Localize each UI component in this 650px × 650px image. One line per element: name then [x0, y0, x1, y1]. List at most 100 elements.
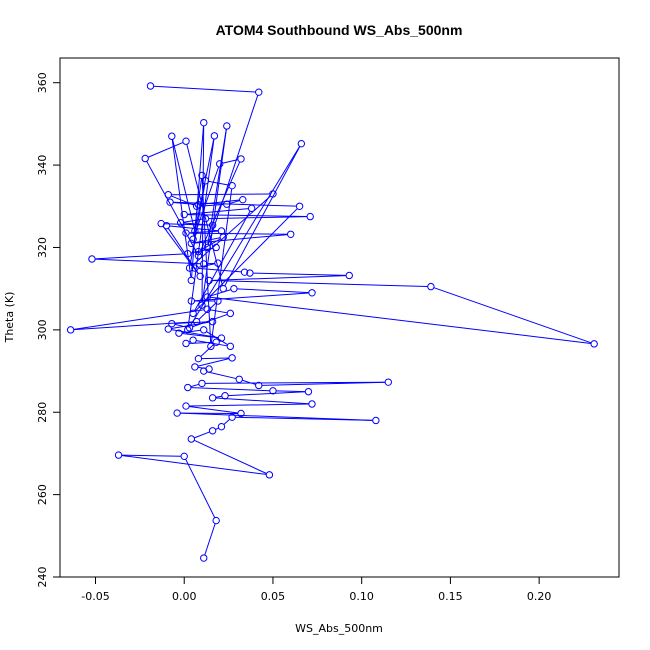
series-line-segment — [210, 296, 592, 344]
x-tick-label: 0.20 — [527, 590, 552, 603]
series-line-segment — [171, 139, 192, 278]
series-line-segment — [206, 371, 237, 380]
data-point — [187, 276, 196, 285]
series-line-segment — [433, 287, 592, 344]
series-line-segment — [215, 395, 222, 398]
data-point — [201, 214, 210, 223]
series-line-segment — [199, 203, 224, 207]
data-point — [208, 221, 217, 229]
series-line-segment — [215, 397, 309, 405]
data-point — [200, 260, 208, 268]
data-point — [226, 309, 235, 318]
y-axis-label: Theta (K) — [3, 292, 16, 344]
data-point — [219, 233, 227, 241]
data-point — [166, 198, 174, 206]
data-point — [203, 293, 211, 301]
series-line-segment — [171, 329, 219, 339]
series-line-segment — [190, 387, 270, 392]
series-line-segment — [185, 458, 216, 518]
series-line-segment — [201, 129, 227, 303]
data-point — [226, 342, 235, 351]
data-point — [297, 139, 306, 148]
data-point — [212, 516, 220, 525]
data-point — [255, 381, 263, 390]
y-tick-label: 280 — [36, 402, 49, 423]
series-line-segment — [194, 208, 298, 312]
data-point — [168, 319, 176, 328]
data-point — [194, 247, 203, 256]
series-line-segment — [146, 161, 198, 254]
series-line-segment — [212, 280, 428, 288]
data-point — [210, 132, 219, 140]
series-line-segment — [174, 321, 210, 325]
chart-title: ATOM4 Southbound WS_Abs_500nm — [216, 22, 463, 38]
data-point — [164, 325, 172, 333]
data-point — [427, 282, 435, 291]
data-point — [198, 171, 206, 180]
series-line-segment — [197, 358, 230, 367]
series-line-segment — [253, 272, 347, 276]
series-line-segment — [228, 391, 306, 397]
data-point — [189, 336, 197, 344]
data-point — [146, 82, 155, 90]
series-line-segment — [194, 292, 309, 302]
series-line-segment — [190, 383, 200, 388]
y-axis: 240 260 280 300 320 340 360 — [36, 72, 61, 588]
series-line-segment — [201, 125, 205, 302]
series-line-segment — [199, 161, 241, 253]
data-point — [162, 221, 171, 230]
data-point — [223, 122, 231, 130]
data-point — [384, 378, 393, 386]
series-line-segment — [173, 201, 297, 207]
data-point — [189, 235, 197, 243]
series-line-segment — [187, 208, 249, 215]
data-point — [216, 160, 224, 168]
series-line-segment — [121, 454, 182, 457]
series-line-segment — [205, 381, 386, 384]
series-line-segment — [194, 210, 251, 311]
data-point — [164, 191, 172, 199]
series-line-segment — [242, 379, 256, 385]
series-line-segment — [183, 218, 203, 223]
data-point — [240, 268, 249, 276]
series-line-segment — [198, 267, 242, 273]
data-point — [205, 276, 213, 285]
plot-area-frame — [59, 57, 620, 578]
series-line-segment — [95, 253, 185, 260]
series-line-segment — [73, 321, 194, 331]
data-point — [208, 394, 217, 402]
data-point — [269, 387, 277, 395]
series-line-segment — [95, 258, 201, 265]
data-point — [308, 400, 316, 408]
series-line-segment — [201, 357, 229, 360]
y-tick-label: 300 — [36, 319, 49, 340]
series-line-segment — [276, 390, 306, 393]
data-point — [223, 200, 231, 208]
series-line-segment — [215, 427, 219, 430]
data-point — [247, 204, 256, 213]
series-line-segment — [222, 159, 239, 164]
data-point — [184, 383, 192, 392]
series-line-segment — [223, 418, 231, 425]
series-line-segment — [182, 333, 219, 339]
series-line-segment — [200, 344, 215, 357]
x-tick-label: 0.00 — [172, 590, 197, 603]
series-line-segment — [187, 214, 308, 218]
x-tick-label: 0.05 — [261, 590, 286, 603]
data-point — [308, 289, 316, 297]
series-line-segment — [206, 331, 228, 346]
data-point — [246, 269, 254, 277]
data-point — [304, 387, 313, 396]
data-point — [182, 137, 190, 145]
data-point — [269, 190, 277, 198]
data-point — [345, 271, 353, 280]
data-point — [196, 272, 204, 281]
data-point — [217, 334, 226, 342]
data-point — [187, 435, 196, 443]
data-point — [590, 340, 598, 348]
data-point — [306, 212, 314, 221]
series-line-segment — [121, 454, 267, 475]
data-point — [173, 409, 181, 417]
data-point — [191, 264, 199, 272]
